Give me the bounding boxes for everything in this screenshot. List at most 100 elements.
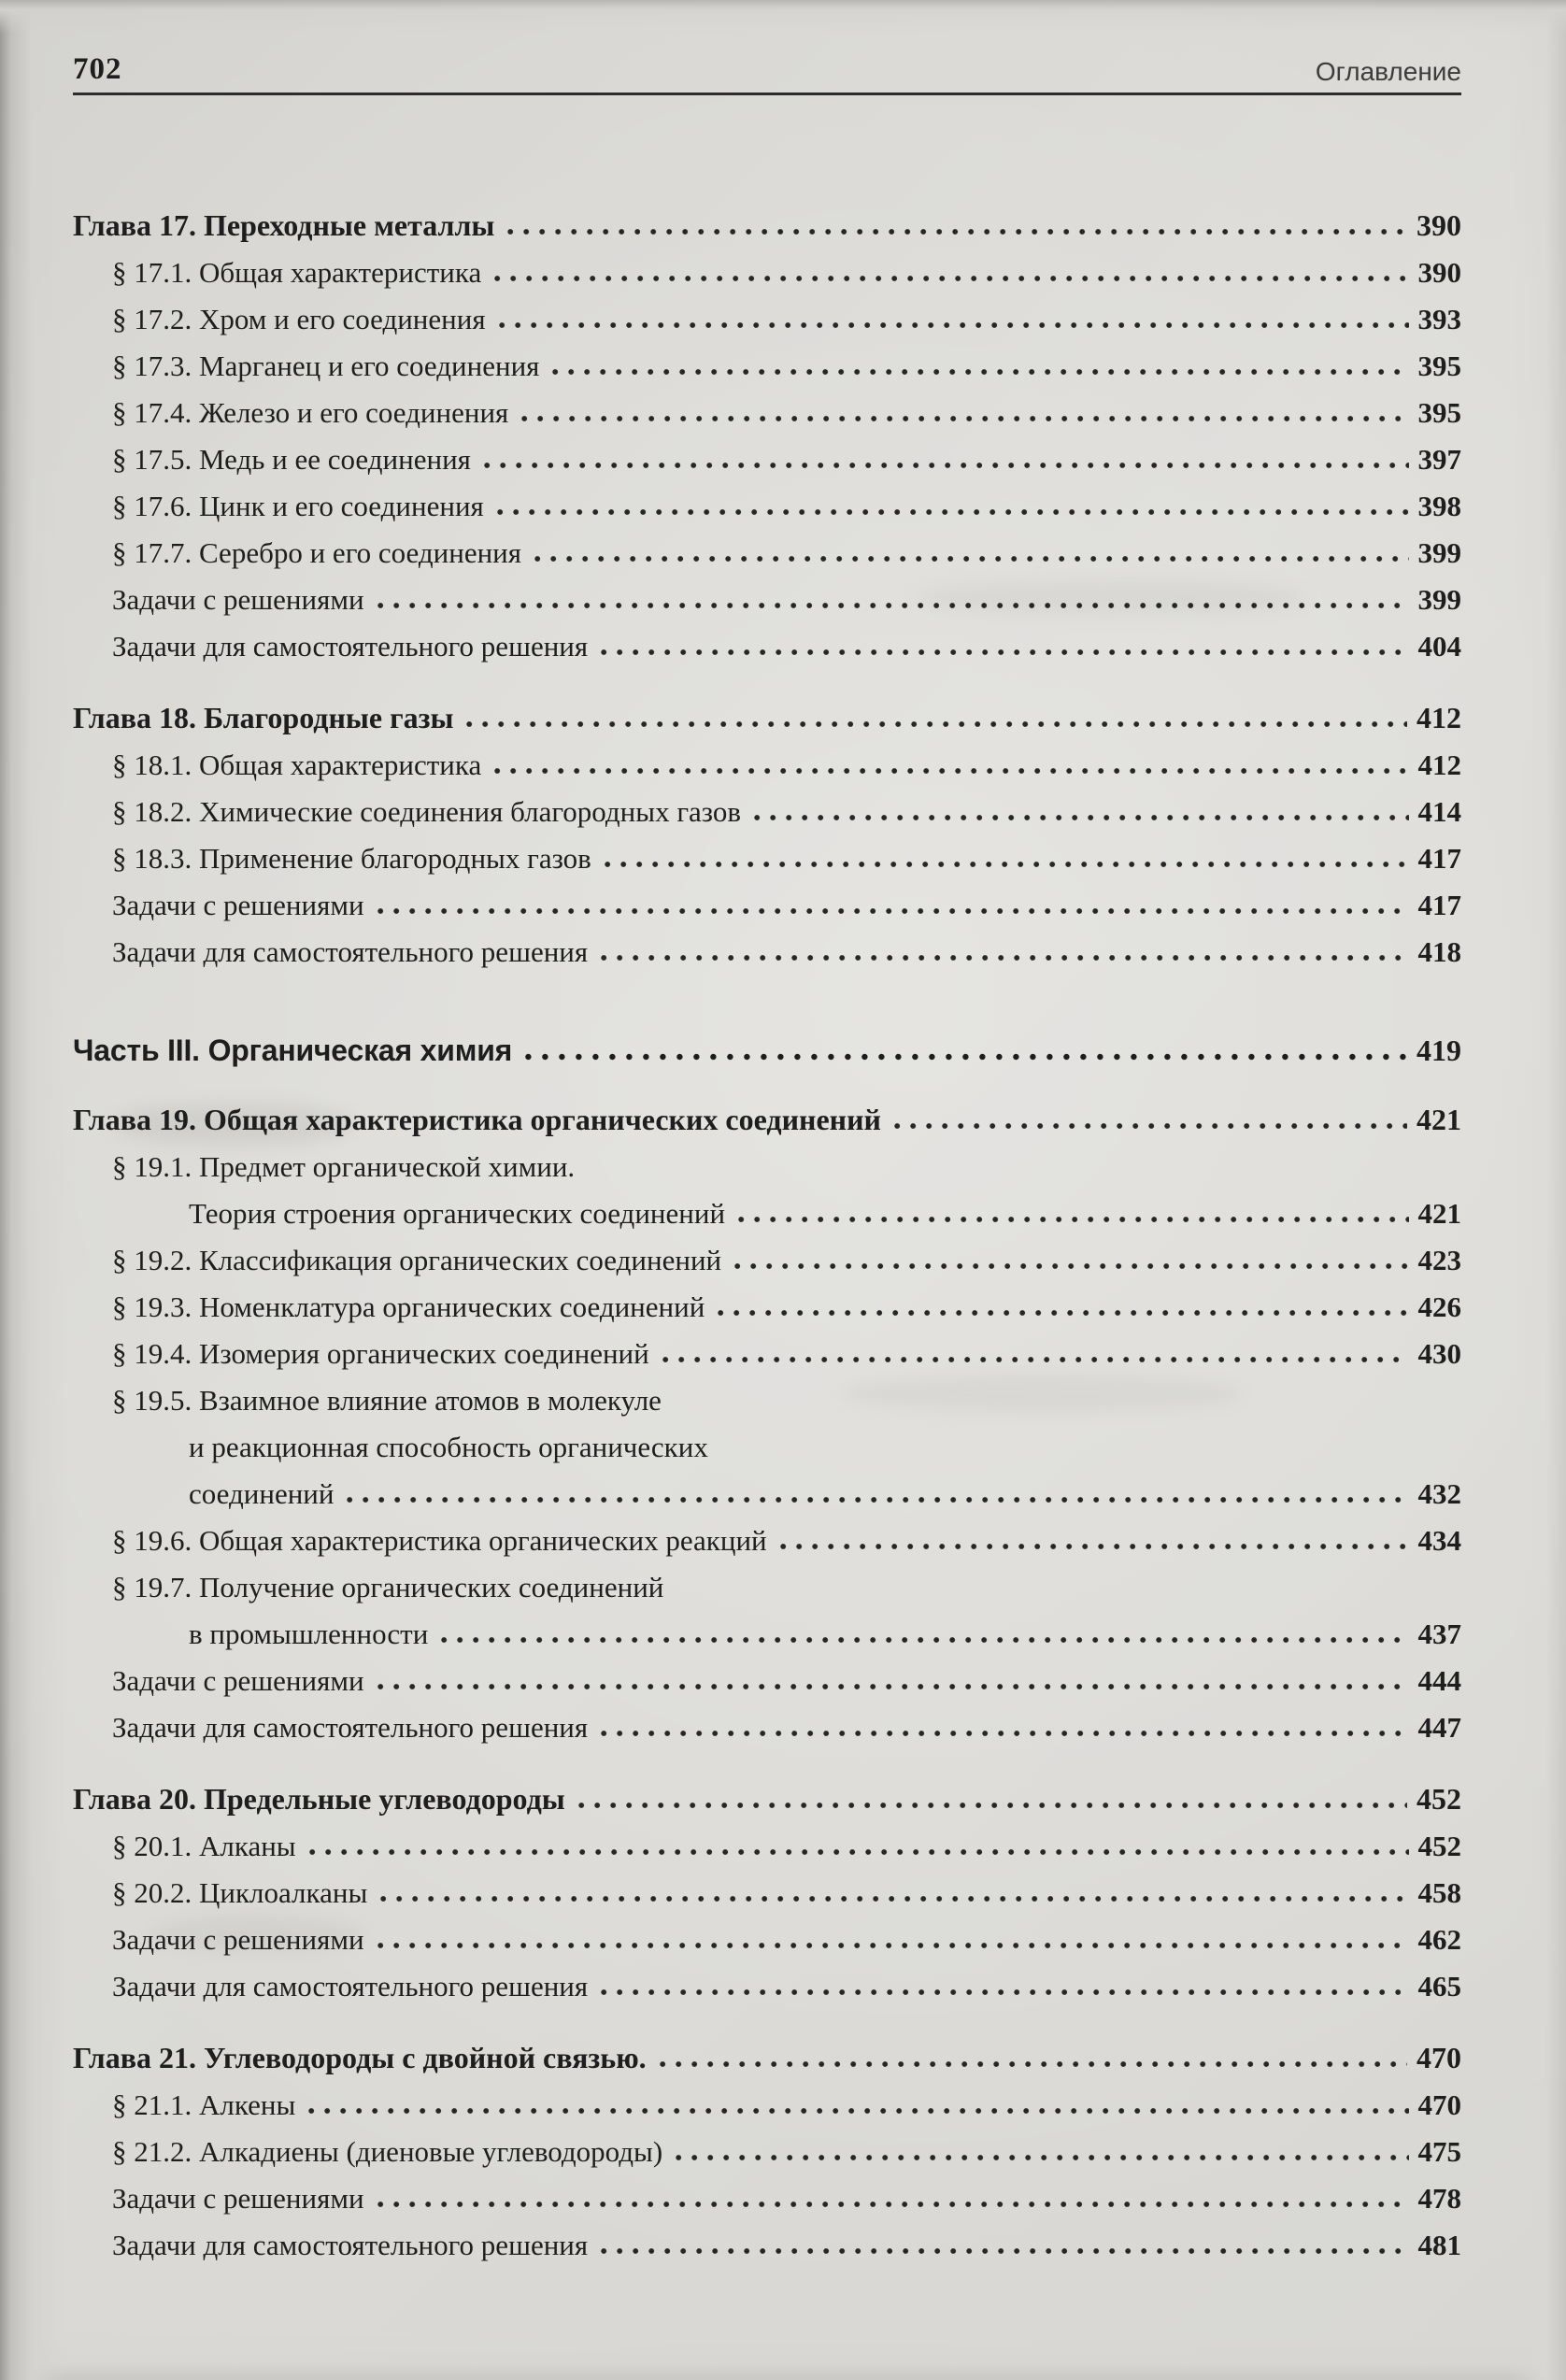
toc-line-section: § 19.1. Предмет органической химии. [73, 1137, 1461, 1184]
toc-entry-label: Глава 21. Углеводороды с двойной связью. [73, 2041, 647, 2074]
toc-entry-label: § 19.3. Номенклатура органических соедин… [112, 1290, 705, 1323]
dot-leader [377, 2200, 1409, 2209]
toc-entry-page: 397 [1417, 443, 1462, 476]
toc-entry-label: Задачи для самостоятельного решения [112, 1970, 589, 2002]
toc-line-plain: Задачи для самостоятельного решения 404 [73, 617, 1461, 663]
toc-entry-page: 478 [1417, 2182, 1462, 2215]
dot-leader [754, 813, 1409, 822]
toc-entry-page: 399 [1417, 583, 1462, 616]
toc-entry-page: 481 [1417, 2229, 1462, 2261]
toc-entry-label: § 17.7. Серебро и его соединения [112, 536, 522, 569]
toc-line-cont: Теория строения органических соединений 4… [73, 1184, 1461, 1231]
toc-entry-label: Задачи для самостоятельного решения [112, 935, 589, 968]
toc-entry-page: 412 [1417, 748, 1462, 781]
toc-line-section: § 20.1. Алканы 452 [73, 1817, 1461, 1863]
toc-entry-page: 421 [1417, 1103, 1461, 1136]
toc-entry-label: в промышленности [189, 1618, 429, 1650]
toc-entry-page: 419 [1417, 1033, 1461, 1067]
toc-entry-label: Задачи с решениями [112, 1923, 364, 1956]
toc-entry-page: 395 [1417, 349, 1462, 382]
toc-entry-page: 390 [1417, 208, 1461, 242]
toc-entry-label: Глава 17. Переходные металлы [73, 208, 495, 242]
toc-entry-label: соединений [189, 1477, 335, 1510]
toc-line-plain: Задачи с решениями 478 [73, 2169, 1461, 2216]
toc-line-plain: Задачи для самостоятельного решения 447 [73, 1698, 1461, 1745]
toc-entry-page: 426 [1417, 1290, 1462, 1323]
toc-entry-page: 452 [1417, 1830, 1462, 1862]
dot-leader [441, 1635, 1409, 1645]
toc-line-plain: Задачи с решениями 399 [73, 570, 1461, 617]
toc-line-section: § 21.1. Алкены 470 [73, 2075, 1461, 2122]
toc-entry-page: 418 [1417, 935, 1462, 968]
toc-entry-label: § 19.1. Предмет органической химии. [112, 1150, 576, 1183]
dot-leader [534, 554, 1409, 563]
toc-line-section: § 18.1. Общая характеристика 412 [73, 735, 1461, 782]
page-header: 702 Оглавление [73, 52, 1461, 87]
toc-list: Глава 17. Переходные металлы 390 § 17.1. О… [73, 196, 1461, 2262]
toc-entry-label: § 17.5. Медь и ее соединения [112, 443, 471, 476]
dot-leader [779, 1542, 1409, 1551]
toc-line-cont: соединений 432 [73, 1464, 1461, 1511]
toc-line-section: § 19.3. Номенклатура органических соедин… [73, 1277, 1461, 1324]
toc-line-section: § 19.4. Изомерия органических соединений… [73, 1324, 1461, 1371]
toc-entry-page: 434 [1417, 1524, 1462, 1557]
toc-entry-label: § 19.6. Общая характеристика органически… [112, 1524, 767, 1557]
toc-line-section: § 18.3. Применение благородных газов 417 [73, 829, 1461, 876]
toc-entry-label: Глава 19. Общая характеристика органичес… [73, 1103, 881, 1136]
dot-leader [676, 2153, 1409, 2162]
toc-line-section: § 21.2. Алкадиены (диеновые углеводороды… [73, 2122, 1461, 2169]
toc-line-part: Часть III. Органическая химия 419 [73, 1021, 1461, 1068]
toc-entry-page: 444 [1417, 1664, 1462, 1697]
toc-entry-label: § 20.1. Алканы [112, 1830, 296, 1862]
toc-entry-label: § 19.2. Классификация органических соеди… [112, 1244, 722, 1276]
toc-line-section: § 19.7. Получение органических соединени… [73, 1558, 1461, 1604]
toc-line-chapter: Глава 19. Общая характеристика органичес… [73, 1090, 1461, 1137]
toc-entry-page: 412 [1417, 701, 1461, 734]
dot-leader [601, 1988, 1409, 1997]
dot-leader [734, 1261, 1409, 1271]
dot-leader [377, 906, 1409, 916]
toc-entry-label: Глава 18. Благородные газы [73, 701, 454, 734]
toc-entry-label: Задачи с решениями [112, 583, 364, 616]
toc-entry-label: § 18.2. Химические соединения благородны… [112, 795, 742, 828]
toc-line-chapter: Глава 20. Предельные углеводороды 452 [73, 1770, 1461, 1817]
toc-line-section: § 17.1. Общая характеристика 390 [73, 243, 1461, 290]
toc-entry-page: 421 [1417, 1197, 1462, 1230]
toc-entry-label: Задачи с решениями [112, 2182, 364, 2215]
dot-leader [604, 860, 1409, 869]
toc-entry-page: 432 [1417, 1477, 1462, 1510]
toc-entry-page: 462 [1417, 1923, 1462, 1956]
running-title: Оглавление [1315, 57, 1461, 86]
toc-entry-page: 417 [1417, 889, 1462, 921]
toc-entry-label: § 17.1. Общая характеристика [112, 256, 482, 289]
dot-leader [308, 1847, 1409, 1857]
toc-entry-page: 404 [1417, 630, 1462, 663]
dot-leader [718, 1308, 1409, 1318]
dot-leader [893, 1121, 1407, 1131]
toc-entry-page: 417 [1417, 842, 1462, 875]
toc-entry-label: § 20.2. Циклоалканы [112, 1876, 368, 1909]
dot-leader [380, 1894, 1409, 1903]
toc-line-section: § 17.5. Медь и ее соединения 397 [73, 430, 1461, 477]
dot-leader [466, 720, 1407, 729]
toc-line-chapter: Глава 21. Углеводороды с двойной связью.… [73, 2029, 1461, 2075]
toc-entry-page: 465 [1417, 1970, 1462, 2002]
toc-entry-label: § 17.3. Марганец и его соединения [112, 349, 540, 382]
toc-entry-page: 437 [1417, 1618, 1462, 1650]
toc-entry-label: Теория строения органических соединений [189, 1197, 726, 1230]
dot-leader [601, 2246, 1409, 2256]
toc-line-section: § 17.7. Серебро и его соединения 399 [73, 523, 1461, 570]
dot-leader [552, 367, 1409, 377]
toc-entry-label: § 21.1. Алкены [112, 2088, 296, 2121]
toc-entry-page: 398 [1417, 490, 1462, 522]
dot-leader [577, 1801, 1407, 1810]
toc-entry-label: Задачи для самостоятельного решения [112, 630, 589, 663]
toc-entry-page: 390 [1417, 256, 1462, 289]
toc-entry-label: § 19.5. Взаимное влияние атомов в молеку… [112, 1384, 662, 1417]
toc-entry-page: 399 [1417, 536, 1462, 569]
toc-entry-label: § 17.2. Хром и его соединения [112, 303, 486, 335]
toc-entry-label: § 19.7. Получение органических соединени… [112, 1571, 664, 1603]
toc-entry-label: § 17.4. Железо и его соединения [112, 396, 509, 429]
toc-entry-label: § 19.4. Изомерия органических соединений [112, 1337, 649, 1370]
toc-entry-label: Задачи с решениями [112, 1664, 364, 1697]
